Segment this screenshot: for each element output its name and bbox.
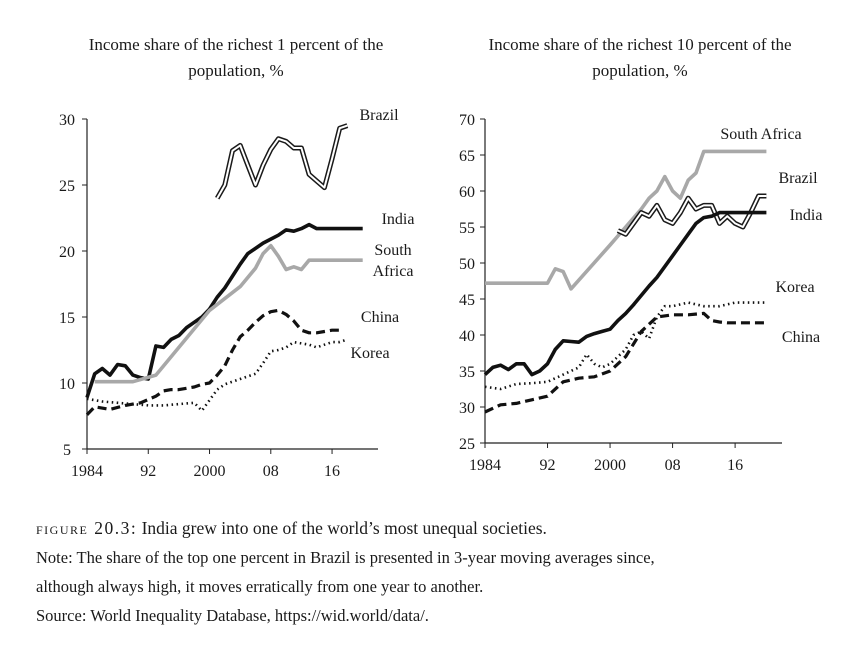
- y-tick-label: 15: [59, 310, 75, 327]
- series-brazil-left-inner: [216, 124, 348, 199]
- x-tick-label: 92: [540, 457, 556, 474]
- series-brazil-right: [616, 193, 767, 237]
- chart-panel-left: Income share of the richest 1 percent of…: [59, 35, 414, 480]
- y-tick-label: 5: [63, 442, 71, 459]
- chart-title-left-line-1: Income share of the richest 1 percent of…: [89, 35, 384, 54]
- series-india-left: [85, 222, 363, 399]
- chart-panel-right: Income share of the richest 10 percent o…: [459, 35, 822, 474]
- y-tick-label: 55: [459, 220, 475, 237]
- series-korea-left: [86, 338, 348, 412]
- chart-title-right-line-1: Income share of the richest 10 percent o…: [488, 35, 791, 54]
- x-tick-label: 2000: [194, 463, 226, 480]
- legend-label-china-left: China: [361, 309, 399, 326]
- y-tick-label: 30: [459, 400, 475, 417]
- chart-title-right-line-2: population, %: [592, 61, 687, 80]
- figure-label: figure 20.3:: [36, 518, 138, 538]
- x-tick-label: 1984: [71, 463, 103, 480]
- legend-label-brazil-left: Brazil: [359, 107, 399, 124]
- caption-title-line: figure 20.3: India grew into one of the …: [36, 514, 836, 543]
- y-tick-label: 25: [459, 436, 475, 453]
- caption-source: Source: World Inequality Database, https…: [36, 606, 429, 625]
- legend-label-india-right: India: [790, 207, 823, 224]
- legend-label-south-africa-right: South Africa: [720, 126, 801, 143]
- x-tick-label: 2000: [594, 457, 626, 474]
- x-tick-label: 1984: [469, 457, 501, 474]
- x-tick-label: 08: [665, 457, 681, 474]
- chart-title-left-line-2: population, %: [188, 61, 283, 80]
- charts-area: Income share of the richest 1 percent of…: [59, 35, 822, 480]
- legend-label-south-africa-left: Africa: [373, 263, 414, 280]
- legend-label-korea-right: Korea: [775, 279, 814, 296]
- y-tick-label: 70: [459, 112, 475, 129]
- x-tick-label: 08: [263, 463, 279, 480]
- x-tick-label: 92: [140, 463, 156, 480]
- series-china-right: [484, 311, 767, 414]
- figure-caption: figure 20.3: India grew into one of the …: [36, 514, 836, 630]
- y-tick-label: 40: [459, 328, 475, 345]
- y-tick-label: 65: [459, 148, 475, 165]
- caption-note-line-1: Note: The share of the top one percent i…: [36, 548, 655, 567]
- series-south-africa-right: [485, 149, 767, 291]
- series-south-africa-left: [94, 243, 363, 384]
- y-tick-label: 25: [59, 178, 75, 195]
- series-brazil-left: [215, 123, 349, 200]
- y-tick-label: 20: [59, 244, 75, 261]
- series-brazil-right-inner: [617, 195, 767, 236]
- x-tick-label: 16: [324, 463, 340, 480]
- legend-label-korea-left: Korea: [350, 345, 389, 362]
- caption-note-line-2: although always high, it moves erratical…: [36, 577, 484, 596]
- y-tick-label: 30: [59, 112, 75, 129]
- y-tick-label: 60: [459, 184, 475, 201]
- y-tick-label: 35: [459, 364, 475, 381]
- legend-label-india-left: India: [382, 211, 415, 228]
- legend-label-south-africa-left: South: [374, 242, 411, 259]
- figure-title: India grew into one of the world’s most …: [141, 518, 547, 538]
- y-tick-label: 10: [59, 376, 75, 393]
- y-tick-label: 50: [459, 256, 475, 273]
- legend-label-brazil-right: Brazil: [778, 170, 818, 187]
- y-tick-label: 45: [459, 292, 475, 309]
- series-india-right: [483, 210, 767, 377]
- x-tick-label: 16: [727, 457, 743, 474]
- series-china-left: [85, 308, 340, 416]
- series-korea-right: [484, 301, 767, 391]
- legend-label-china-right: China: [782, 329, 820, 346]
- series-brazil-left-outer: [215, 123, 349, 200]
